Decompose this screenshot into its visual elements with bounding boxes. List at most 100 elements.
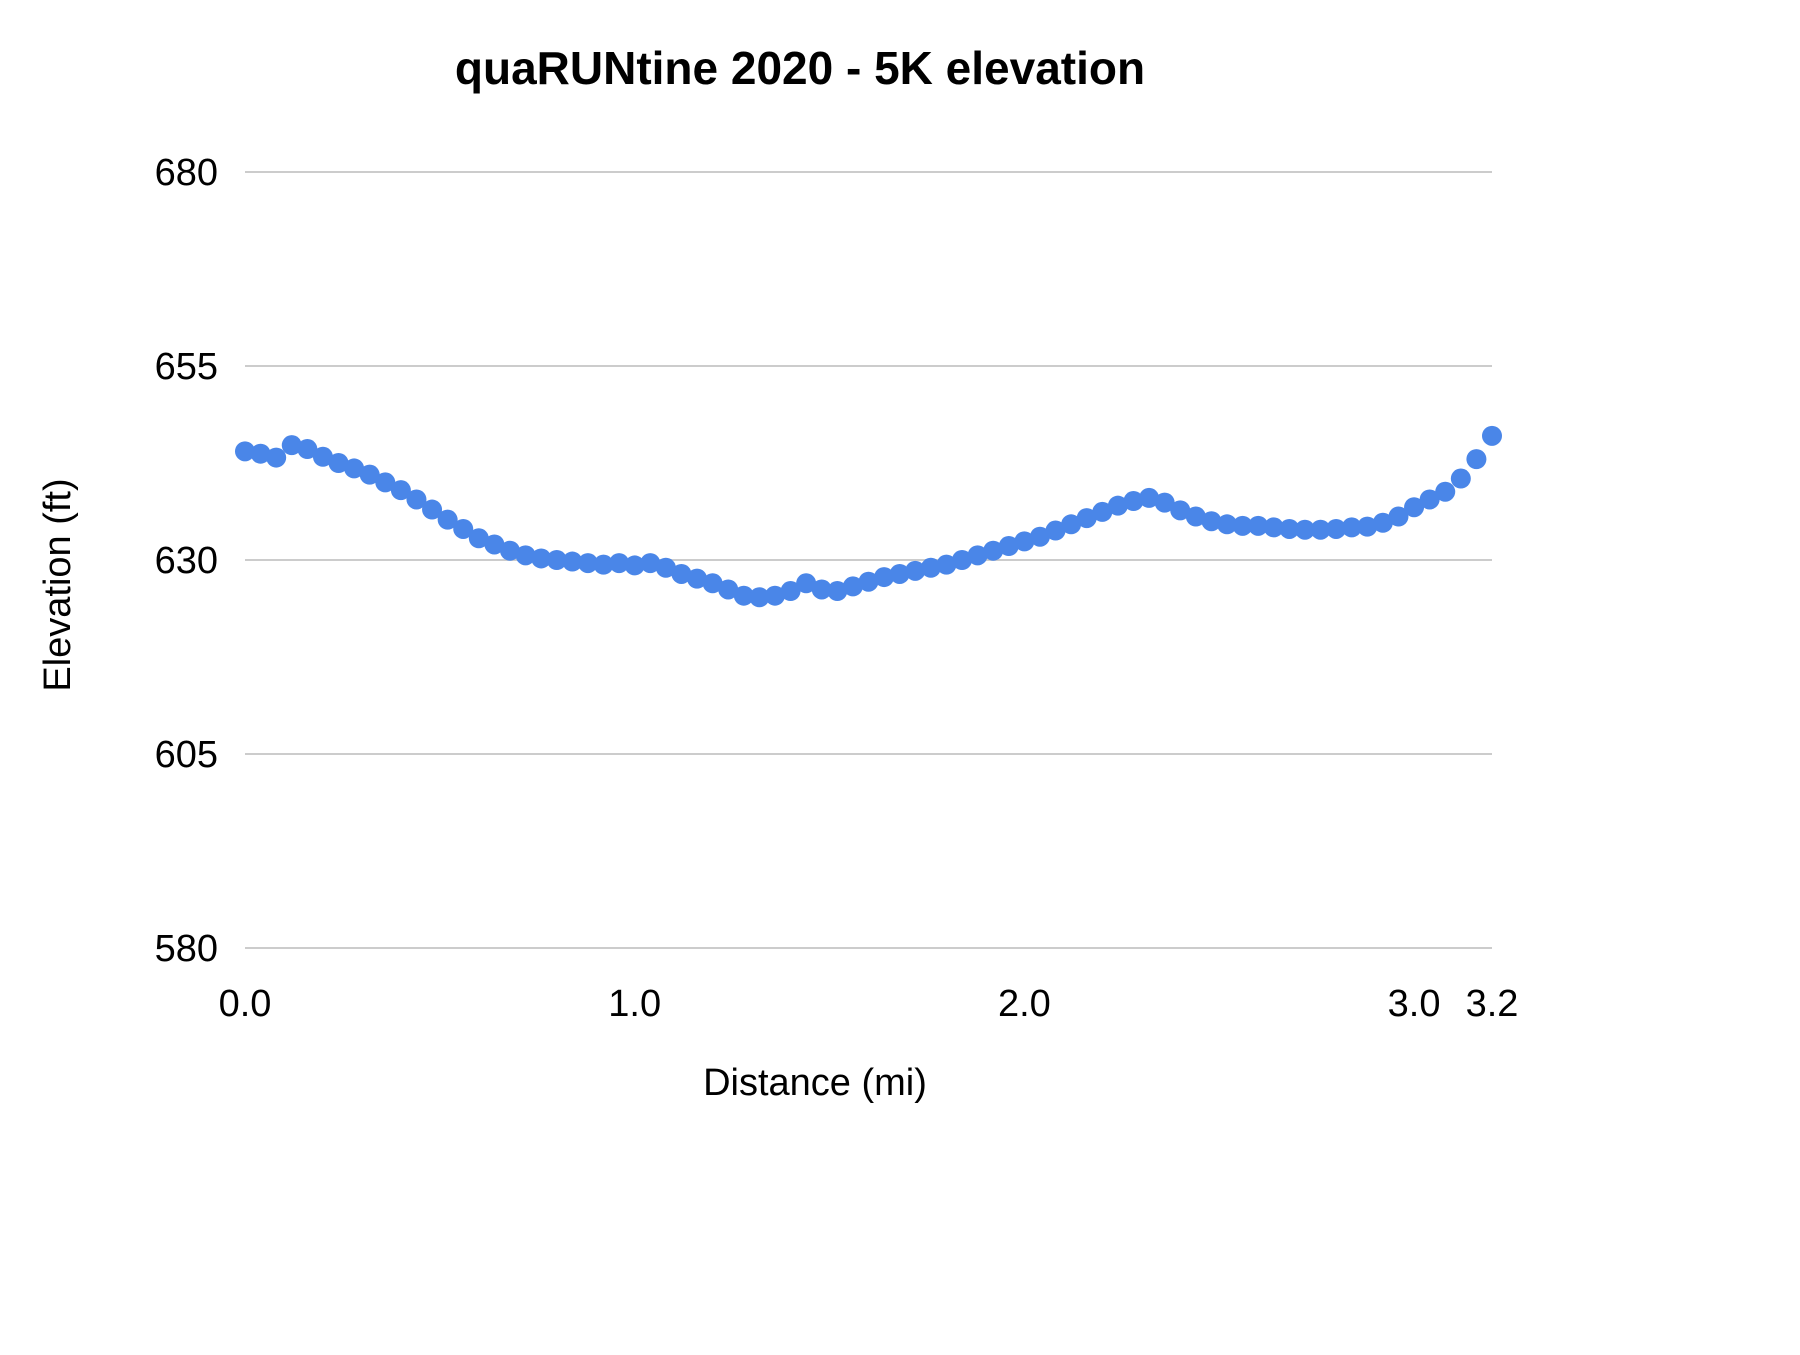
- data-point: [437, 509, 458, 530]
- data-point: [1170, 500, 1191, 521]
- data-point: [1279, 518, 1300, 539]
- data-point: [811, 579, 832, 600]
- data-point: [905, 560, 926, 581]
- data-point: [1388, 506, 1409, 527]
- data-point: [718, 579, 739, 600]
- data-point: [1435, 481, 1456, 502]
- data-point: [749, 587, 770, 608]
- y-tick-label: 605: [155, 734, 218, 776]
- data-point: [687, 568, 708, 589]
- data-point: [422, 499, 443, 520]
- data-point: [1357, 516, 1378, 537]
- data-point: [266, 447, 287, 468]
- data-point: [250, 443, 271, 464]
- data-point: [1341, 517, 1362, 538]
- data-point: [733, 585, 754, 606]
- data-point: [967, 545, 988, 566]
- y-axis-title: Elevation (ft): [37, 478, 79, 691]
- data-point: [406, 489, 427, 510]
- x-tick-label: 0.0: [219, 983, 272, 1025]
- data-point: [468, 528, 489, 549]
- data-point: [640, 553, 661, 574]
- data-point: [1107, 495, 1128, 516]
- data-point: [453, 518, 474, 539]
- data-point: [499, 540, 520, 561]
- data-point: [796, 573, 817, 594]
- x-tick-label: 1.0: [608, 983, 661, 1025]
- data-point: [375, 472, 396, 493]
- data-point: [1450, 468, 1471, 489]
- x-tick-label: 3.2: [1466, 983, 1519, 1025]
- chart-title: quaRUNtine 2020 - 5K elevation: [455, 42, 1145, 94]
- data-point: [546, 550, 567, 570]
- data-point: [1201, 511, 1222, 532]
- data-point: [1466, 449, 1487, 470]
- data-point: [235, 441, 255, 462]
- data-point: [1076, 508, 1097, 529]
- data-point: [952, 550, 973, 570]
- data-point: [1294, 519, 1315, 540]
- data-point: [624, 555, 645, 576]
- data-point: [858, 571, 879, 592]
- data-point: [1326, 518, 1347, 539]
- y-axis-tick-labels: 580 605 630 655 680: [155, 152, 218, 970]
- data-point: [780, 581, 801, 602]
- data-point: [702, 573, 723, 594]
- data-point: [920, 557, 941, 578]
- data-point: [297, 439, 318, 460]
- data-point: [484, 534, 505, 555]
- data-point: [1185, 506, 1206, 527]
- data-point: [827, 581, 848, 602]
- y-tick-label: 680: [155, 152, 218, 194]
- y-tick-label: 630: [155, 540, 218, 582]
- data-point: [1232, 515, 1253, 536]
- data-point: [1092, 501, 1113, 522]
- y-tick-label: 655: [155, 346, 218, 388]
- x-tick-label: 2.0: [998, 983, 1051, 1025]
- data-point: [1372, 512, 1393, 533]
- data-point: [328, 453, 349, 473]
- data-point: [998, 536, 1019, 557]
- data-point: [936, 554, 957, 575]
- data-point: [1263, 517, 1284, 538]
- data-point: [1139, 487, 1160, 508]
- data-point: [655, 557, 676, 578]
- data-point: [1123, 491, 1144, 512]
- data-point: [1014, 531, 1035, 552]
- gridlines: [245, 171, 1492, 949]
- data-point: [874, 567, 895, 588]
- data-point: [1248, 515, 1269, 536]
- data-point: [609, 553, 630, 574]
- data-point: [1029, 526, 1050, 547]
- data-point: [842, 576, 863, 597]
- data-point: [889, 563, 910, 584]
- x-axis-tick-labels: 0.0 1.0 2.0 3.0 3.2: [219, 983, 1519, 1025]
- data-point: [764, 585, 785, 606]
- data-point: [390, 480, 411, 501]
- data-point: [1310, 519, 1331, 540]
- x-tick-label: 3.0: [1388, 983, 1441, 1025]
- data-point: [1154, 492, 1175, 513]
- x-axis-title: Distance (mi): [703, 1062, 927, 1104]
- data-point: [281, 435, 302, 456]
- y-tick-label: 580: [155, 928, 218, 970]
- data-point: [312, 446, 333, 467]
- data-points: [235, 425, 1502, 608]
- data-point: [1404, 497, 1425, 518]
- data-point: [359, 464, 380, 485]
- data-point: [1061, 514, 1082, 535]
- data-point: [562, 551, 583, 572]
- data-point: [577, 553, 598, 574]
- data-point: [1045, 520, 1066, 541]
- data-point: [515, 545, 536, 566]
- data-point: [344, 458, 365, 479]
- data-point: [531, 548, 552, 569]
- data-point: [593, 554, 614, 575]
- data-point: [983, 540, 1004, 561]
- data-point: [671, 563, 692, 584]
- data-point: [1217, 514, 1238, 535]
- data-point: [1482, 425, 1502, 446]
- data-point: [1419, 489, 1440, 510]
